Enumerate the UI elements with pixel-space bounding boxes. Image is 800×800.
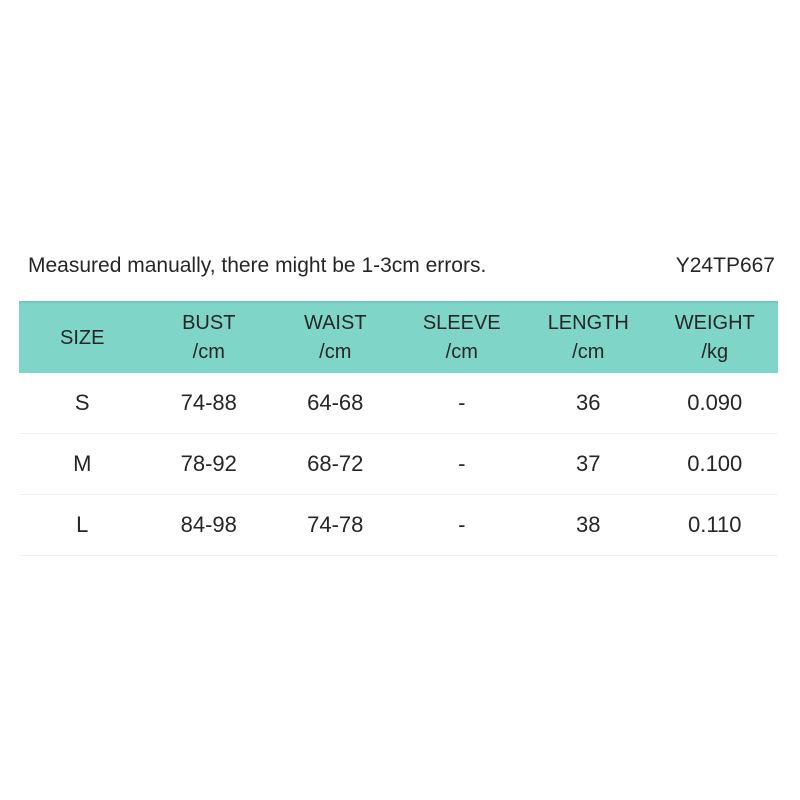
cell-length: 36 (576, 390, 601, 415)
cell-weight: 0.110 (688, 512, 742, 537)
cell-bust: 78-92 (180, 451, 237, 476)
size-chart-header: SIZE BUST /cm WAIST /cm SLEEVE /cm LENGT… (19, 301, 778, 373)
product-code: Y24TP667 (675, 254, 775, 277)
header-cell-weight: WEIGHT /kg (652, 303, 779, 373)
cell-sleeve: - (458, 512, 466, 537)
column-unit-bust: /cm (192, 341, 225, 363)
column-label-size: SIZE (60, 326, 105, 349)
cell-weight: 0.100 (687, 451, 743, 476)
column-unit-weight: /kg (701, 341, 729, 363)
cell-size: S (74, 390, 90, 415)
column-label-sleeve: SLEEVE (422, 312, 501, 334)
cell-waist: 64-68 (307, 390, 364, 415)
header-cell-length: LENGTH /cm (525, 303, 652, 373)
cell-size: L (76, 512, 89, 537)
cell-length: 38 (576, 512, 601, 537)
table-row-m: M 78-92 68-72 - 37 0.100 (19, 434, 778, 495)
cell-sleeve: - (458, 451, 466, 476)
header-cell-bust: BUST /cm (146, 303, 273, 373)
header-cell-size: SIZE (19, 303, 146, 373)
column-unit-length: /cm (572, 341, 605, 363)
table-row-s: S 74-88 64-68 - 36 0.090 (19, 373, 778, 434)
cell-length: 37 (576, 451, 601, 476)
cell-bust: 74-88 (180, 390, 237, 415)
header-cell-sleeve: SLEEVE /cm (399, 303, 526, 373)
column-label-weight: WEIGHT (674, 312, 755, 334)
size-chart-table: SIZE BUST /cm WAIST /cm SLEEVE /cm LENGT… (19, 301, 778, 556)
column-label-bust: BUST (182, 312, 236, 334)
header-cell-waist: WAIST /cm (272, 303, 399, 373)
table-row-l: L 84-98 74-78 - 38 0.110 (19, 495, 778, 556)
cell-bust: 84-98 (180, 512, 237, 537)
measurement-note: Measured manually, there might be 1-3cm … (28, 254, 487, 277)
note-row: Measured manually, there might be 1-3cm … (28, 253, 775, 279)
cell-waist: 74-78 (307, 512, 364, 537)
cell-sleeve: - (458, 390, 466, 415)
cell-size: M (73, 451, 92, 476)
cell-waist: 68-72 (307, 451, 364, 476)
column-label-waist: WAIST (303, 312, 367, 334)
column-unit-waist: /cm (319, 341, 352, 363)
column-label-length: LENGTH (547, 312, 629, 334)
cell-weight: 0.090 (687, 390, 743, 415)
column-unit-sleeve: /cm (445, 341, 478, 363)
